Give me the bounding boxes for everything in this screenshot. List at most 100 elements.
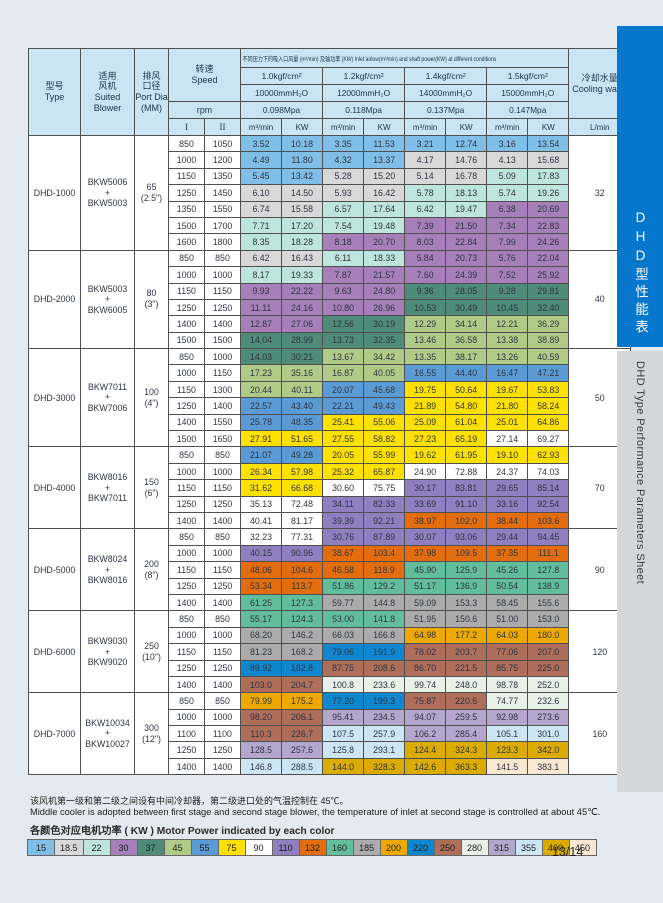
value-cell: 13.38 [486,331,529,350]
value-cell: 21.57 [363,266,406,284]
value-cell: 51.65 [281,430,324,448]
value-cell: 28.99 [281,331,324,350]
value-cell: 8.17 [239,266,283,284]
table-row: 1150 1150 31.62 66.68 30.60 75.75 30.17 83.81 29… [29,479,631,497]
value-cell: 51.00 [486,610,529,628]
value-cell: 128.5 [239,741,283,759]
table-row: DHD-6000 BKW9030 + BKW9020 250 (10") 850 850… [28,610,632,694]
table-row: 1000 1000 68.20 146.2 66.03 166.8 64.98 177.2 64… [29,626,631,645]
blower-cell: BKW8016 + BKW7011 [80,446,135,530]
value-cell: 29.65 [486,479,529,497]
table-row: DHD-2000 BKW5003 + BKW6005 80 (3") 850 850 6.… [28,249,632,350]
table-row: 1000 1000 26.34 57.98 25.32 65.87 24.90 72.88 24… [29,462,631,481]
speed-ii-cell: 1550 [204,413,241,432]
value-cell: 324.3 [445,741,488,759]
speed-ii-cell: 1400 [204,511,241,530]
value-cell: 12.56 [322,315,365,333]
value-cell: 13.54 [527,134,570,153]
speed-i-cell: 1150 [168,380,205,399]
port-dia-cell: 200 (8") [134,528,169,612]
value-cell: 16.87 [322,364,365,382]
value-cell: 18.13 [445,184,488,202]
value-cell: 44.40 [445,364,488,382]
value-cell: 53.00 [322,610,365,628]
value-cell: 106.2 [404,725,447,743]
value-cell: 146.8 [239,757,283,776]
value-cell: 59.77 [322,593,365,612]
value-cell: 57.98 [281,462,324,481]
table-row: DHD-1000 BKW5006 + BKW5003 65 (2.5") 850 105… [28,134,632,251]
blower-cell: BKW5003 + BKW6005 [80,249,135,350]
value-cell: 110.3 [239,725,283,743]
value-cell: 20.07 [322,380,365,399]
value-cell: 220.6 [445,692,488,710]
value-cell: 22.83 [527,216,570,235]
model-cell: DHD-6000 [28,610,81,694]
value-cell: 138.9 [527,577,570,595]
value-cell: 34.11 [322,495,365,513]
speed-i-cell: 1000 [168,364,205,382]
speed-i-cell: 1000 [168,151,205,169]
value-cell: 10.18 [281,134,324,153]
value-cell: 33.69 [404,495,447,513]
value-cell: 111.1 [527,544,570,563]
value-cell: 9.36 [404,282,447,300]
value-cell: 6.38 [486,200,529,218]
value-cell: 118.9 [363,561,406,579]
speed-i-cell: 850 [168,446,205,464]
value-cell: 11.53 [363,134,406,153]
value-cell: 48.35 [281,413,324,432]
value-cell: 328.3 [363,757,406,776]
table-row: DHD-3000 BKW7011 + BKW7006 100 (4") 850 1000… [28,348,632,448]
speed-i-cell: 1250 [168,659,205,677]
table-row: 1000 1150 17.23 35.16 16.87 40.05 16.55 44.40 16… [29,364,631,382]
value-cell: 105.1 [486,725,529,743]
value-cell: 40.15 [239,544,283,563]
value-cell: 257.9 [363,725,406,743]
value-cell: 175.2 [281,692,324,710]
value-cell: 7.52 [486,266,529,284]
value-cell: 27.23 [404,430,447,448]
value-cell: 59.09 [404,593,447,612]
speed-ii-cell: 1000 [204,462,241,481]
value-cell: 19.48 [363,216,406,235]
value-cell: 51.17 [404,577,447,595]
header-speed-ii: II [204,118,241,136]
value-cell: 166.8 [363,626,406,645]
value-cell: 22.21 [322,397,365,415]
speed-ii-cell: 1300 [204,380,241,399]
value-cell: 10.45 [486,298,529,317]
header-pressure-mpa-3: 0.147Mpa [486,101,570,119]
model-cell: DHD-7000 [28,692,81,776]
value-cell: 82.33 [363,495,406,513]
speed-i-cell: 1400 [168,315,205,333]
value-cell: 53.34 [239,577,283,595]
value-cell: 16.78 [445,167,488,186]
value-cell: 26.96 [363,298,406,317]
value-cell: 221.5 [445,659,488,677]
speed-ii-cell: 1250 [204,495,241,513]
value-cell: 6.74 [239,200,283,218]
speed-ii-cell: 1250 [204,741,241,759]
value-cell: 65.87 [363,462,406,481]
table-row: 1350 1550 6.74 15.58 6.57 17.64 6.42 19.47 6.38 2… [29,200,631,218]
value-cell: 17.20 [281,216,324,235]
header-pressure-mpa-0: 0.098Mpa [239,101,324,119]
value-cell: 123.3 [486,741,529,759]
value-cell: 94.45 [527,528,570,546]
value-cell: 53.83 [527,380,570,399]
header-pressure-kgf-2: 1.4kgf/cm² [404,67,488,85]
value-cell: 13.42 [281,167,324,186]
legend-item: 22 [82,839,111,856]
value-cell: 9.63 [322,282,365,300]
header-unit-flow-2: m³/min [404,118,447,136]
value-cell: 69.27 [527,430,570,448]
speed-ii-cell: 850 [204,528,241,546]
value-cell: 91.10 [445,495,488,513]
header-unit-power-3: KW [527,118,570,136]
header-unit-flow-0: m³/min [239,118,283,136]
value-cell: 45.68 [363,380,406,399]
value-cell: 32.23 [239,528,283,546]
blower-cell: BKW7011 + BKW7006 [80,348,135,448]
legend-item: 55 [190,839,219,856]
